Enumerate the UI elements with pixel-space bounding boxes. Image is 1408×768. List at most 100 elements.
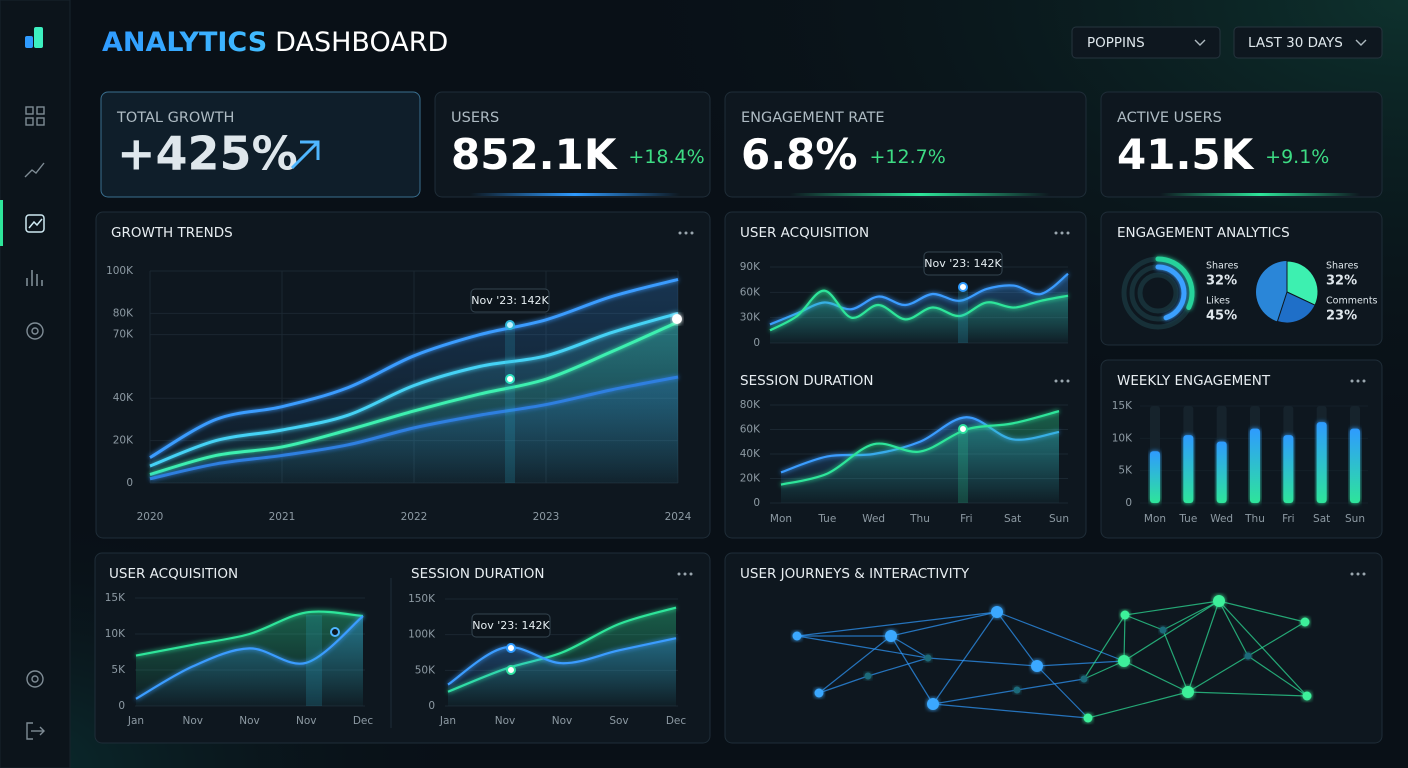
x-tick-label: Nov (495, 715, 516, 727)
kpi-value-line: 41.5K +9.1% (1117, 130, 1329, 179)
kpi-value: 852.1K (451, 130, 618, 179)
network-node (1013, 686, 1021, 694)
network-edge (1123, 660, 1189, 693)
hover-point (505, 374, 515, 384)
network-edge (1016, 678, 1085, 691)
panel-title: USER JOURNEYS & INTERACTIVITY (740, 566, 970, 582)
network-edge (1187, 600, 1220, 693)
network-node (1118, 655, 1130, 667)
panel-title: ENGAGEMENT ANALYTICS (1117, 225, 1290, 241)
network-node (814, 688, 824, 698)
menu-dots[interactable] (677, 572, 693, 576)
x-tick-label: Fri (960, 513, 973, 525)
pie-slice (1286, 260, 1319, 306)
kpi-label: ACTIVE USERS (1117, 110, 1222, 126)
kpi-label: ENGAGEMENT RATE (741, 110, 885, 126)
network-edge (1036, 660, 1125, 667)
tooltip (471, 613, 551, 638)
range-select[interactable]: LAST 30 DAYS (1233, 26, 1383, 59)
network-edge (1124, 600, 1220, 616)
panel-title: USER ACQUISITION (109, 566, 238, 582)
tooltip-text: Nov '23: 142K (472, 619, 550, 632)
kpi-card-bg (1100, 91, 1383, 198)
kpi-value: +425% (117, 127, 298, 181)
kpi-change: +9.1% (1265, 146, 1329, 168)
range-select-label: LAST 30 DAYS (1248, 35, 1343, 51)
x-tick-label: Nov (296, 715, 317, 727)
x-tick-label: Sat (1004, 513, 1021, 525)
x-tick-label: Mon (770, 513, 792, 525)
x-tick-label: 2024 (665, 511, 692, 523)
y-tick-label: 60K (740, 286, 761, 298)
nav-bars[interactable] (26, 270, 43, 286)
network-edge (1036, 665, 1089, 719)
hover-point (506, 643, 516, 653)
y-tick-label: 60K (740, 424, 761, 436)
legend-label: Likes (1206, 296, 1230, 307)
network-node (1159, 626, 1167, 634)
panel-title: WEEKLY ENGAGEMENT (1117, 373, 1271, 389)
network-node (1213, 595, 1225, 607)
panel (1100, 211, 1383, 346)
menu-dots[interactable] (1054, 379, 1070, 383)
network-node (1244, 652, 1252, 660)
pie-slice (1276, 291, 1316, 324)
y-tick-label: 0 (753, 497, 760, 509)
panel-title: SESSION DURATION (411, 566, 544, 582)
tooltip-text: Nov '23: 142K (471, 294, 549, 307)
y-tick-label: 5K (1118, 465, 1133, 477)
y-tick-label: 10K (105, 628, 126, 640)
network-edge (1083, 614, 1126, 680)
tooltip (470, 288, 550, 313)
menu-dots[interactable] (1350, 572, 1366, 576)
nav-grid[interactable] (25, 106, 45, 126)
panel-title: SESSION DURATION (740, 373, 873, 389)
network-node (1182, 686, 1194, 698)
menu-dots[interactable] (1054, 231, 1070, 235)
x-tick-label: Dec (353, 715, 374, 727)
x-tick-label: Sat (1313, 513, 1330, 525)
y-tick-label: 15K (1112, 400, 1133, 412)
kpi-value: 41.5K (1117, 130, 1255, 179)
legend-value: 32% (1206, 274, 1237, 289)
menu-dots[interactable] (1350, 379, 1366, 383)
sidebar-bg (0, 0, 71, 768)
network-edge (1123, 614, 1126, 662)
nav-logout[interactable] (26, 722, 45, 740)
y-tick-label: 80K (113, 307, 134, 319)
kpi-label: USERS (451, 110, 499, 126)
line (780, 410, 1060, 486)
nav-active-indicator (0, 200, 3, 246)
network-edge (932, 703, 1089, 719)
network-node (1083, 713, 1093, 723)
kpi-underline (790, 193, 1050, 196)
network-edge (1083, 660, 1125, 680)
hover-band (306, 615, 322, 706)
network-edge (932, 689, 1018, 705)
nav-settings[interactable] (26, 322, 44, 340)
y-tick-label: 100K (106, 265, 134, 277)
y-tick-label: 80K (740, 399, 761, 411)
font-select[interactable]: POPPINS (1071, 26, 1221, 59)
menu-dots[interactable] (678, 231, 694, 235)
line (149, 311, 679, 468)
bar (1250, 428, 1260, 503)
nav-analytics[interactable] (25, 214, 45, 233)
kpi-value-line: 852.1K +18.4% (451, 130, 705, 179)
x-tick-label: Sun (1049, 513, 1069, 525)
x-tick-label: Sun (1345, 513, 1365, 525)
nav-settings-bottom[interactable] (26, 670, 44, 688)
x-tick-label: Wed (1210, 513, 1233, 525)
network-node (1300, 617, 1310, 627)
network-edge (1218, 600, 1249, 657)
panel (1100, 359, 1383, 539)
line (149, 375, 679, 481)
line (149, 278, 679, 459)
nav-trend[interactable] (24, 162, 45, 178)
kpi-change: +18.4% (628, 146, 704, 168)
y-tick-label: 40K (113, 392, 134, 404)
y-tick-label: 150K (408, 593, 436, 605)
network-edge (818, 675, 869, 694)
y-tick-label: 0 (1125, 497, 1132, 509)
